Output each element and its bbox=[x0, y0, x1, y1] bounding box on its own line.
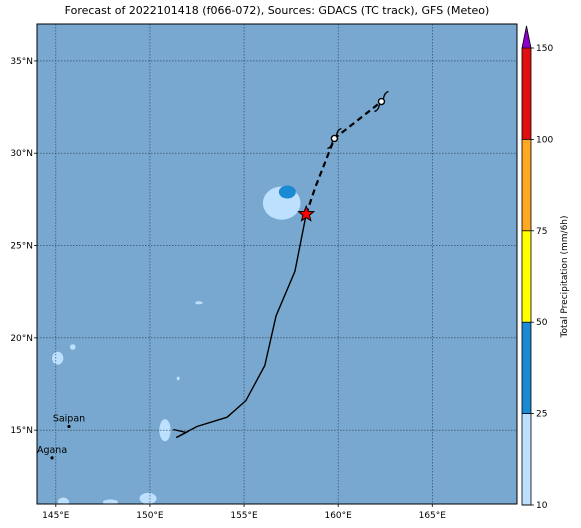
forecast-track-line bbox=[305, 100, 383, 215]
precip-area bbox=[52, 351, 64, 365]
lat-tick-label: 25°N bbox=[10, 242, 33, 252]
lon-tick-label: 145°E bbox=[42, 511, 70, 521]
city-label: Saipan bbox=[53, 413, 85, 424]
colorbar-tick-label: 75 bbox=[536, 227, 547, 237]
colorbar-label: Total Precipitation (mm/6h) bbox=[560, 215, 570, 338]
colorbar-segment bbox=[522, 413, 531, 505]
lat-tick-label: 20°N bbox=[10, 334, 33, 344]
precip-area bbox=[57, 497, 69, 504]
colorbar-tick-label: 150 bbox=[536, 44, 553, 54]
past-track-line bbox=[175, 214, 307, 439]
lon-tick-label: 160°E bbox=[324, 511, 352, 521]
precip-area bbox=[159, 419, 171, 442]
precip-area bbox=[69, 344, 76, 350]
cyclone-symbol-icon bbox=[374, 90, 389, 113]
colorbar-segment bbox=[522, 48, 531, 140]
gridlines bbox=[37, 24, 517, 504]
colorbar-extend-triangle bbox=[522, 26, 531, 48]
map-panel: Saipan Agana bbox=[36, 23, 518, 505]
city-label: Agana bbox=[37, 445, 67, 456]
colorbar-tick-label: 25 bbox=[536, 410, 547, 420]
colorbar-segment bbox=[522, 230, 531, 323]
map-title: Forecast of 2022101418 (f066-072), Sourc… bbox=[64, 4, 490, 17]
lat-tick-label: 35°N bbox=[10, 57, 33, 67]
city-dot bbox=[50, 456, 54, 460]
lon-tick-label: 150°E bbox=[136, 511, 164, 521]
lon-tick-label: 165°E bbox=[419, 511, 447, 521]
colorbar-tick-label: 50 bbox=[536, 318, 548, 328]
city-dot bbox=[67, 424, 71, 429]
colorbar-tick-label: 100 bbox=[536, 135, 553, 145]
lat-tick-label: 30°N bbox=[10, 149, 33, 159]
city-markers: Saipan Agana bbox=[37, 413, 85, 460]
precip-area bbox=[102, 499, 118, 504]
cyclone-symbol-icon bbox=[327, 127, 342, 150]
colorbar-tick-label: 10 bbox=[536, 501, 548, 511]
precipitation-layer bbox=[52, 185, 301, 504]
lon-tick-label: 155°E bbox=[230, 511, 258, 521]
track-start-symbol bbox=[173, 428, 189, 439]
ocean-background bbox=[37, 24, 517, 504]
longitude-ticks: 145°E 150°E 155°E 160°E 165°E bbox=[42, 504, 446, 521]
colorbar-segment bbox=[522, 322, 531, 414]
map-border bbox=[36, 23, 518, 505]
precip-area bbox=[278, 185, 296, 199]
current-position-star-icon bbox=[297, 204, 316, 222]
precip-area bbox=[195, 301, 203, 305]
lat-tick-label: 15°N bbox=[10, 426, 33, 436]
precip-area bbox=[176, 376, 180, 381]
colorbar-segment bbox=[522, 139, 531, 231]
cyclone-track bbox=[173, 90, 389, 439]
colorbar: 10 25 50 75 100 150 Total Precipitation (mm/6h… bbox=[521, 25, 570, 511]
latitude-ticks: 15°N 20°N 25°N 30°N 35°N bbox=[10, 57, 37, 436]
precip-area bbox=[139, 492, 157, 504]
